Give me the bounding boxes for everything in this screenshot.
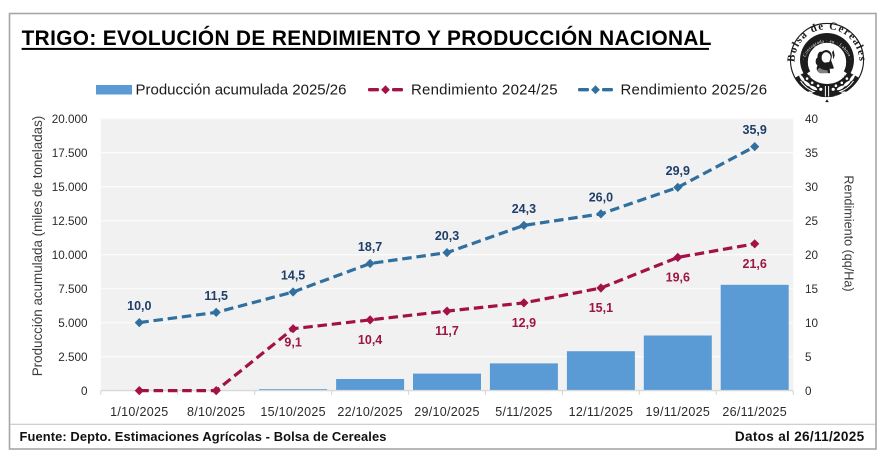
svg-text:15.000: 15.000 xyxy=(52,181,88,194)
svg-text:5.000: 5.000 xyxy=(58,317,88,330)
svg-text:19,6: 19,6 xyxy=(666,270,690,284)
svg-text:10,0: 10,0 xyxy=(127,299,151,313)
svg-text:14,5: 14,5 xyxy=(281,269,305,283)
svg-text:Rendimiento (qq/Ha): Rendimiento (qq/Ha) xyxy=(841,175,855,291)
svg-text:20: 20 xyxy=(805,249,819,262)
svg-text:17.500: 17.500 xyxy=(52,147,88,160)
svg-text:0: 0 xyxy=(805,385,812,398)
svg-text:1/10/2025: 1/10/2025 xyxy=(110,405,168,419)
svg-text:29,9: 29,9 xyxy=(666,164,690,178)
svg-text:Datos al 26/11/2025: Datos al 26/11/2025 xyxy=(735,429,865,444)
svg-text:5: 5 xyxy=(805,351,812,364)
svg-text:25: 25 xyxy=(805,215,819,228)
svg-text:10,4: 10,4 xyxy=(358,333,382,347)
svg-text:12.500: 12.500 xyxy=(52,215,88,228)
svg-text:15,1: 15,1 xyxy=(589,301,613,315)
svg-text:2.500: 2.500 xyxy=(58,351,88,364)
svg-text:Rendimiento 2025/26: Rendimiento 2025/26 xyxy=(621,81,768,98)
svg-text:11,5: 11,5 xyxy=(204,289,228,303)
svg-text:35: 35 xyxy=(805,147,819,160)
svg-text:10.000: 10.000 xyxy=(52,249,88,262)
svg-text:21,6: 21,6 xyxy=(743,257,767,271)
svg-text:24,3: 24,3 xyxy=(512,202,536,216)
svg-text:11,7: 11,7 xyxy=(435,324,459,338)
svg-text:12/11/2025: 12/11/2025 xyxy=(569,405,634,419)
svg-text:40: 40 xyxy=(805,113,819,126)
svg-text:10: 10 xyxy=(805,317,819,330)
svg-text:20,3: 20,3 xyxy=(435,229,459,243)
svg-text:30: 30 xyxy=(805,181,819,194)
svg-text:8/10/2025: 8/10/2025 xyxy=(187,405,245,419)
svg-text:Rendimiento 2024/25: Rendimiento 2024/25 xyxy=(411,81,558,98)
svg-text:TRIGO: EVOLUCIÓN DE RENDIMIENT: TRIGO: EVOLUCIÓN DE RENDIMIENTO Y PRODUC… xyxy=(22,26,712,50)
svg-text:26,0: 26,0 xyxy=(589,190,613,204)
svg-text:20.000: 20.000 xyxy=(52,113,88,126)
svg-text:26/11/2025: 26/11/2025 xyxy=(722,405,787,419)
svg-text:35,9: 35,9 xyxy=(743,123,767,137)
svg-text:9,1: 9,1 xyxy=(284,336,301,350)
svg-text:19/11/2025: 19/11/2025 xyxy=(645,405,710,419)
svg-text:12,9: 12,9 xyxy=(512,316,536,330)
svg-text:15: 15 xyxy=(805,283,819,296)
svg-text:Producción acumulada (miles de: Producción acumulada (miles de toneladas… xyxy=(30,116,45,377)
svg-text:18,7: 18,7 xyxy=(358,240,382,254)
svg-text:22/10/2025: 22/10/2025 xyxy=(337,405,403,419)
svg-text:5/11/2025: 5/11/2025 xyxy=(495,405,552,419)
svg-text:Producción acumulada 2025/26: Producción acumulada 2025/26 xyxy=(136,81,347,98)
svg-text:29/10/2025: 29/10/2025 xyxy=(414,405,480,419)
svg-text:0: 0 xyxy=(81,385,88,398)
svg-text:Fuente: Depto. Estimaciones Ag: Fuente: Depto. Estimaciones Agrícolas - … xyxy=(20,429,387,444)
svg-text:15/10/2025: 15/10/2025 xyxy=(260,405,326,419)
svg-text:7.500: 7.500 xyxy=(58,283,88,296)
